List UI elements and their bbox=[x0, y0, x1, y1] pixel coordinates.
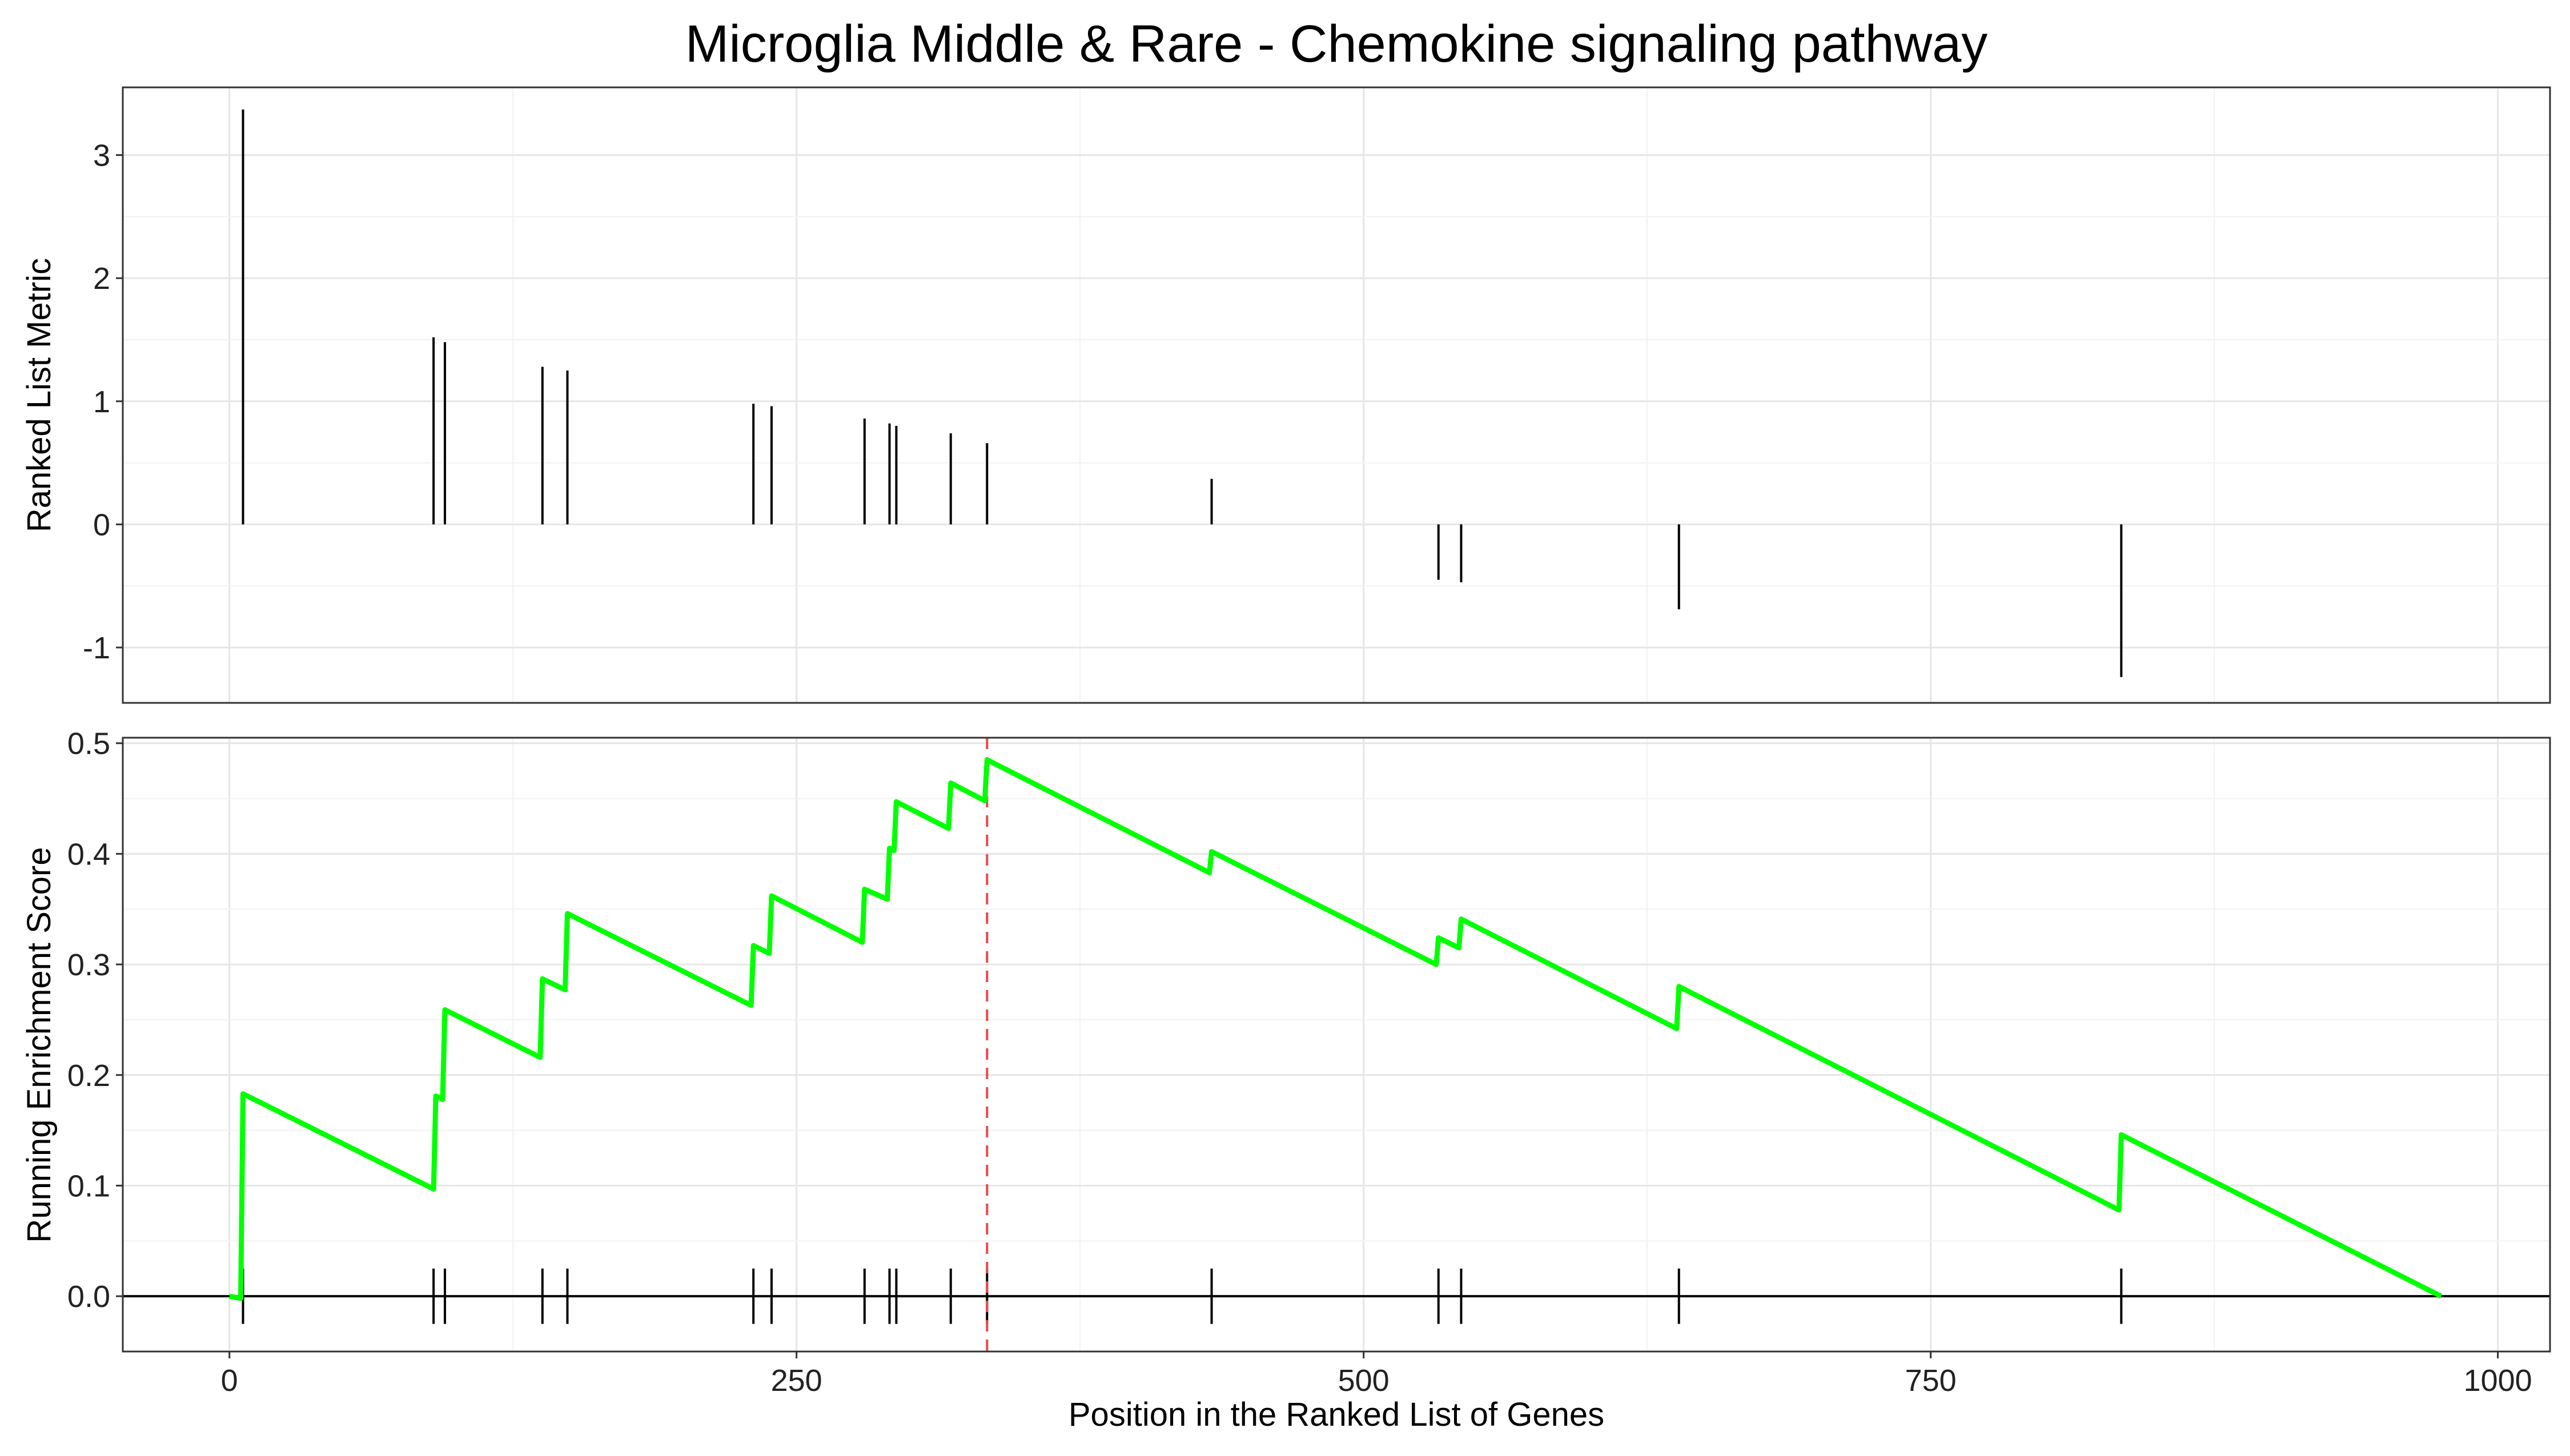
position-x-tick-label: 1000 bbox=[2464, 1364, 2532, 1398]
ranked-metric-panel-border bbox=[122, 86, 2551, 704]
enrichment-score-panel-border bbox=[122, 737, 2551, 1353]
ranked-metric-y-tick-label: 1 bbox=[93, 385, 110, 419]
ranked-metric-y-tick-label: -1 bbox=[83, 631, 110, 665]
enrichment-score-y-tick-label: 0.5 bbox=[67, 727, 110, 761]
ranked-metric-y-tick-label: 3 bbox=[93, 139, 110, 173]
ranked-metric-y-tick-label: 2 bbox=[93, 262, 110, 296]
position-x-axis: 0 250 500 750 1000 bbox=[221, 1352, 2532, 1398]
ranked-metric-grid bbox=[123, 87, 2550, 703]
ranked-metric-y-axis: -1 0 1 2 3 bbox=[83, 139, 123, 665]
position-x-axis-label: Position in the Ranked List of Genes bbox=[1069, 1396, 1604, 1433]
gene-hit-ticks bbox=[242, 1268, 2123, 1324]
enrichment-score-y-axis: 0.0 0.1 0.2 0.3 0.4 0.5 bbox=[67, 727, 123, 1314]
position-x-tick-label: 0 bbox=[221, 1364, 238, 1398]
enrichment-score-panel-background bbox=[123, 738, 2550, 1352]
ranked-metric-bars bbox=[242, 109, 2123, 677]
position-x-tick-label: 500 bbox=[1338, 1364, 1390, 1398]
enrichment-score-y-axis-label: Running Enrichment Score bbox=[21, 847, 58, 1242]
enrichment-score-grid bbox=[123, 738, 2550, 1352]
ranked-metric-panel-background bbox=[123, 87, 2550, 703]
ranked-metric-y-tick-label: 0 bbox=[93, 508, 110, 542]
position-x-tick-label: 250 bbox=[771, 1364, 822, 1398]
enrichment-score-y-tick-label: 0.0 bbox=[67, 1280, 110, 1314]
enrichment-score-y-tick-label: 0.1 bbox=[67, 1169, 110, 1203]
enrichment-score-y-tick-label: 0.2 bbox=[67, 1059, 110, 1093]
enrichment-score-y-tick-label: 0.4 bbox=[67, 837, 110, 871]
ranked-metric-panel: -1 0 1 2 3 Ranked List Metric bbox=[21, 86, 2551, 704]
enrichment-score-panel: 0.0 0.1 0.2 0.3 0.4 0.5 0 250 500 750 1000 Runnin… bbox=[21, 727, 2551, 1433]
enrichment-score-y-tick-label: 0.3 bbox=[67, 948, 110, 982]
position-x-tick-label: 750 bbox=[1905, 1364, 1957, 1398]
ranked-metric-y-axis-label: Ranked List Metric bbox=[21, 258, 58, 532]
running-enrichment-score-line bbox=[228, 757, 2443, 1301]
chart-title: Microglia Middle & Rare - Chemokine sign… bbox=[685, 15, 1988, 73]
